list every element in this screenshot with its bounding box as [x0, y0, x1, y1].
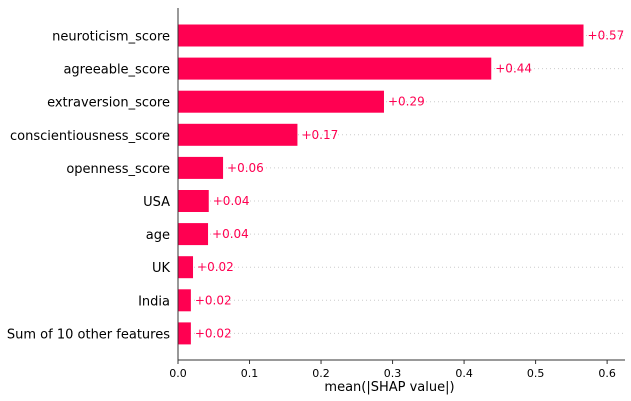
feature-labels-group: neuroticism_score agreeable_score extraver… — [7, 30, 171, 343]
feature-label: openness_score — [66, 162, 170, 177]
value-label: +0.57 — [588, 29, 625, 43]
value-label: +0.04 — [212, 227, 249, 241]
feature-label: agreeable_score — [63, 63, 170, 78]
value-label: +0.44 — [495, 62, 532, 76]
bar-age — [178, 223, 209, 246]
x-tick-label: 0.3 — [384, 367, 402, 380]
feature-label: Sum of 10 other features — [7, 327, 170, 342]
x-tick-label: 0.1 — [241, 367, 259, 380]
value-label: +0.02 — [195, 326, 232, 340]
value-label: +0.17 — [301, 128, 338, 142]
value-label: +0.02 — [195, 293, 232, 307]
value-label: +0.29 — [388, 95, 425, 109]
feature-label: extraversion_score — [47, 96, 170, 111]
x-tick-label: 0.6 — [598, 367, 616, 380]
bar-openness-score — [178, 156, 224, 179]
bar-sum-of-10-other-features — [178, 322, 191, 345]
bar-agreeable-score — [178, 57, 492, 80]
row-guide-lines — [178, 35, 625, 334]
value-label: +0.06 — [227, 161, 264, 175]
feature-label: conscientiousness_score — [10, 129, 170, 144]
bar-india — [178, 289, 191, 312]
bar-conscientiousness-score — [178, 123, 298, 146]
x-axis-title: mean(|SHAP value|) — [324, 380, 454, 395]
value-labels-group: +0.57 +0.44 +0.29 +0.17 +0.06 +0.04 +0.04 +0.02… — [195, 29, 624, 341]
feature-label: neuroticism_score — [52, 30, 170, 45]
x-ticks-group: 0.0 0.1 0.2 0.3 0.4 0.5 0.6 — [169, 360, 616, 380]
bar-uk — [178, 256, 194, 279]
x-tick-label: 0.2 — [312, 367, 330, 380]
feature-label: India — [138, 294, 170, 309]
bars-group — [178, 24, 584, 345]
x-tick-label: 0.0 — [169, 367, 187, 380]
value-label: +0.04 — [213, 194, 250, 208]
bar-neuroticism-score — [178, 24, 584, 47]
feature-label: age — [146, 228, 170, 243]
feature-label: USA — [143, 195, 170, 210]
bar-extraversion-score — [178, 90, 384, 113]
x-tick-label: 0.5 — [527, 367, 545, 380]
bar-usa — [178, 190, 209, 212]
feature-label: UK — [152, 261, 171, 276]
value-label: +0.02 — [197, 260, 234, 274]
x-tick-label: 0.4 — [455, 367, 473, 380]
